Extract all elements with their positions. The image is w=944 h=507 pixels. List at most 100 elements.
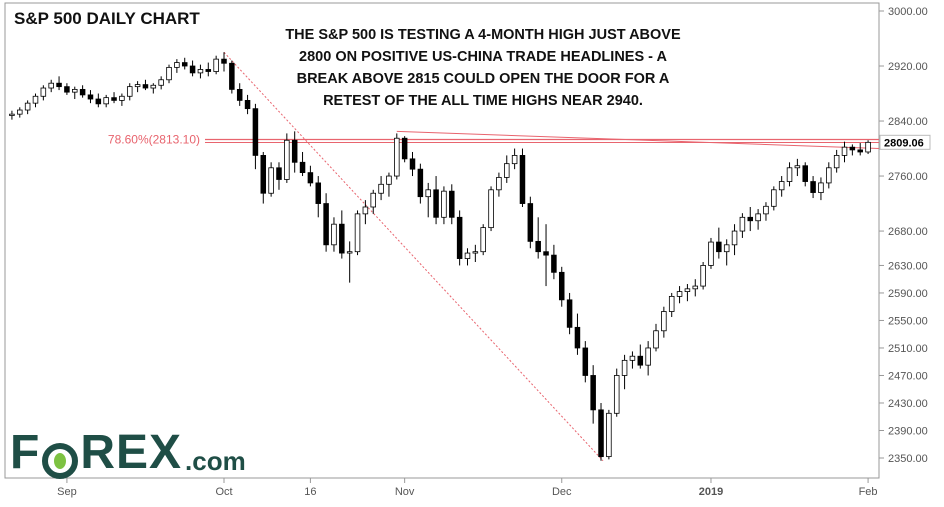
- candle-body: [574, 326, 581, 349]
- candle-body: [197, 69, 204, 74]
- candle-body: [323, 203, 329, 246]
- candle-body: [456, 216, 463, 259]
- y-tick-label: 2510.00: [888, 343, 928, 355]
- candle-body: [668, 295, 675, 312]
- y-axis-ticks: 3000.00 2920.00 2840.00 2760.00 2680.00 2630.…: [879, 6, 928, 465]
- candle-body: [551, 254, 557, 273]
- annotation-line: 2800 ON POSITIVE US-CHINA TRADE HEADLINE…: [299, 49, 667, 65]
- candle-body: [260, 155, 267, 194]
- candle-body: [527, 203, 534, 242]
- x-tick-label: Feb: [859, 486, 878, 498]
- candle-body: [755, 213, 761, 222]
- candle-body: [417, 168, 424, 198]
- candle-body: [771, 189, 777, 207]
- candle-body: [394, 137, 400, 177]
- candle-body: [307, 172, 314, 184]
- candle-body: [480, 227, 486, 253]
- candle-body: [189, 65, 196, 74]
- candle-body: [519, 155, 526, 204]
- x-tick-label: Nov: [395, 486, 415, 498]
- candle-body: [582, 347, 589, 376]
- y-tick-label: 2920.00: [888, 61, 928, 73]
- candle-body: [543, 251, 549, 256]
- candle-body: [786, 167, 793, 182]
- candle-body: [40, 87, 47, 97]
- last-price-label: 2809.06: [884, 137, 924, 149]
- y-tick-label: 2760.00: [888, 171, 928, 183]
- annotation-line: THE S&P 500 IS TESTING A 4-MONTH HIGH JU…: [285, 27, 681, 43]
- candle-body: [810, 181, 816, 193]
- candle-body: [841, 146, 848, 156]
- candle-body: [606, 412, 612, 458]
- candle-body: [48, 82, 54, 89]
- fib-level-label: 78.60%(2813.10): [108, 133, 200, 147]
- candle-body: [692, 285, 699, 290]
- candle-body: [252, 108, 259, 156]
- candle-body: [79, 88, 86, 96]
- y-tick-label: 2470.00: [888, 370, 928, 382]
- candle-body: [24, 102, 31, 111]
- trendlines: 78.60%(2813.10): [108, 51, 880, 462]
- candle-body: [464, 252, 471, 259]
- candle-body: [142, 84, 149, 89]
- candle-body: [299, 161, 306, 174]
- candle-body: [181, 62, 188, 67]
- candle-body: [661, 311, 667, 332]
- logo-letter-f: F: [10, 426, 41, 479]
- candle-body: [126, 86, 133, 97]
- candle-body: [739, 216, 746, 232]
- candle-body: [621, 359, 628, 376]
- candle-body: [111, 97, 117, 101]
- candle-body: [72, 88, 78, 93]
- y-tick-label: 2550.00: [888, 315, 928, 327]
- candlesticks: [9, 52, 871, 461]
- candle-body: [56, 82, 62, 88]
- candle-body: [778, 181, 785, 191]
- candle-body: [236, 88, 243, 101]
- candle-body: [370, 192, 376, 208]
- candle-body: [229, 62, 235, 90]
- candle-body: [449, 190, 455, 218]
- y-tick-label: 2840.00: [888, 116, 928, 128]
- candle-body: [339, 223, 345, 254]
- candle-body: [590, 375, 596, 411]
- forex-logo: F REX .com: [10, 426, 246, 479]
- resistance-trendline: [396, 130, 880, 150]
- candle-body: [134, 84, 141, 88]
- y-tick-label: 2680.00: [888, 226, 928, 238]
- y-tick-label: 2430.00: [888, 398, 928, 410]
- candle-body: [425, 189, 431, 198]
- candle-body: [818, 182, 824, 193]
- annotation-line: RETEST OF THE ALL TIME HIGHS NEAR 2940.: [323, 93, 643, 109]
- candle-body: [268, 167, 274, 194]
- candle-body: [103, 97, 109, 105]
- candle-body: [244, 100, 251, 110]
- candle-body: [613, 375, 620, 414]
- candle-body: [433, 189, 439, 218]
- candle-body: [865, 141, 871, 153]
- candle-body: [857, 149, 863, 153]
- candle-body: [802, 165, 808, 182]
- candle-body: [354, 213, 361, 253]
- candle-body: [213, 58, 219, 72]
- candle-body: [629, 355, 636, 361]
- candle-body: [64, 86, 70, 93]
- price-tags: 2809.06: [879, 134, 931, 150]
- fib-retracement-dotted-line: [223, 51, 604, 462]
- candle-body: [17, 109, 23, 115]
- candle-body: [566, 299, 573, 328]
- candle-body: [291, 139, 298, 163]
- candle-body: [284, 139, 290, 180]
- candle-body: [409, 158, 416, 170]
- candle-body: [684, 288, 691, 292]
- candle-body: [119, 95, 125, 101]
- candle-body: [205, 69, 212, 72]
- candle-body: [221, 58, 227, 64]
- candle-body: [315, 182, 322, 204]
- x-tick-label: 2019: [699, 486, 723, 498]
- candle-body: [794, 165, 801, 169]
- annotation-line: BREAK ABOVE 2815 COULD OPEN THE DOOR FOR…: [296, 71, 670, 87]
- candle-body: [496, 177, 502, 191]
- candle-body: [331, 223, 337, 246]
- candle-body: [32, 95, 39, 104]
